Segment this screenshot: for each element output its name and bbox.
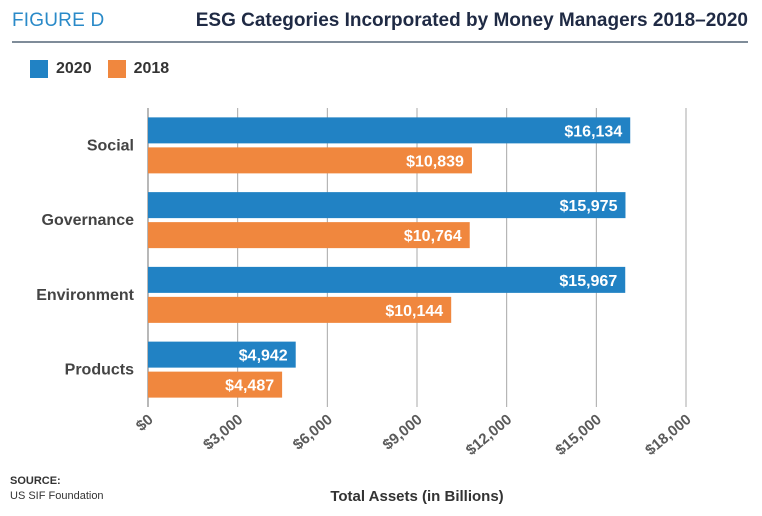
- header-divider: [12, 41, 748, 43]
- source-note: SOURCE: US SIF Foundation: [10, 474, 104, 504]
- source-text: US SIF Foundation: [10, 490, 104, 502]
- x-tick-label: $9,000: [379, 411, 425, 454]
- bar-2020: [148, 192, 626, 219]
- category-label: Products: [65, 362, 134, 379]
- x-tick-label: $15,000: [552, 411, 604, 459]
- bar-value-label: $15,967: [559, 273, 617, 290]
- bar-value-label: $16,134: [564, 123, 622, 140]
- legend-item-2018: 2018: [107, 60, 170, 78]
- bar-2020: [148, 266, 626, 293]
- bar-value-label: $10,764: [404, 228, 462, 245]
- bar-2018: [148, 371, 283, 398]
- bar-2020: [148, 117, 631, 144]
- x-tick-label: $18,000: [642, 411, 694, 459]
- category-label: Governance: [42, 212, 135, 229]
- source-label: SOURCE:: [10, 475, 61, 487]
- x-tick-label: $0: [133, 411, 157, 435]
- bar-2020: [148, 341, 296, 368]
- legend-swatch-2020: [30, 60, 48, 78]
- legend-label-2018: 2018: [133, 60, 170, 77]
- bar-value-label: $10,839: [406, 153, 464, 170]
- category-label: Social: [87, 137, 134, 154]
- x-tick-label: $3,000: [200, 411, 246, 454]
- chart-header: FIGURE D ESG Categories Incorporated by …: [12, 8, 748, 44]
- figure-label: FIGURE D: [12, 10, 105, 31]
- legend-label-2020: 2020: [56, 60, 92, 77]
- bar-value-label: $10,144: [385, 303, 443, 320]
- x-tick-label: $12,000: [463, 411, 515, 459]
- chart-title: ESG Categories Incorporated by Money Man…: [195, 10, 748, 31]
- bar-2018: [148, 222, 470, 249]
- bar-value-label: $4,942: [239, 348, 288, 365]
- bar-2018: [148, 296, 452, 323]
- x-tick-label: $6,000: [290, 411, 336, 454]
- legend-swatch-2018: [107, 60, 126, 78]
- category-label: Environment: [36, 287, 134, 304]
- bar-2018: [148, 147, 472, 174]
- legend: 2020 2018: [30, 60, 185, 78]
- x-axis-title: Total Assets (in Billions): [330, 488, 504, 505]
- bar-value-label: $15,975: [560, 198, 618, 215]
- legend-item-2020: 2020: [30, 60, 92, 78]
- bar-value-label: $4,487: [225, 378, 274, 395]
